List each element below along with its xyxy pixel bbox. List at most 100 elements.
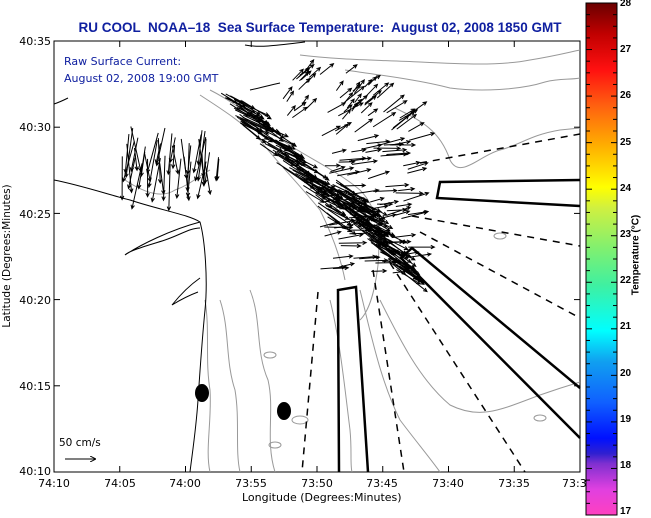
y-tick-label: 40:10 — [19, 465, 51, 478]
current-vector — [267, 143, 291, 158]
current-vector — [185, 143, 190, 193]
current-vector — [364, 78, 373, 88]
x-tick-label: 73:3 — [562, 477, 587, 490]
colorbar-tick-label: 28 — [620, 0, 632, 9]
current-vector — [233, 98, 262, 115]
current-vector — [376, 240, 394, 245]
current-vector — [372, 82, 390, 96]
current-vector — [370, 225, 396, 237]
current-vector — [320, 265, 347, 270]
current-vector — [286, 104, 296, 116]
current-vector — [194, 137, 207, 182]
current-vector — [353, 188, 380, 195]
current-vector — [360, 102, 373, 114]
contour-line — [329, 299, 353, 473]
current-vector — [324, 230, 342, 237]
current-vector — [352, 84, 362, 92]
current-vector — [338, 240, 368, 245]
current-vector — [145, 158, 150, 198]
colorbar-tick-label: 17 — [620, 506, 632, 517]
current-vector — [154, 143, 162, 165]
current-vector — [364, 95, 377, 106]
current-vector — [327, 216, 353, 233]
colorbar-tick-label: 19 — [620, 414, 632, 425]
current-vector — [292, 106, 308, 119]
colorbar-tick-label: 22 — [620, 275, 632, 286]
contour-line — [394, 107, 581, 168]
contour-line — [249, 289, 276, 473]
current-vector — [242, 124, 261, 140]
current-vector — [345, 190, 368, 205]
current-vector — [375, 260, 403, 265]
current-vector — [343, 104, 353, 113]
current-vector — [357, 134, 380, 142]
current-vector — [370, 196, 385, 203]
current-vector — [319, 63, 335, 75]
current-vector — [249, 122, 270, 132]
contour-line — [299, 49, 581, 65]
contour-line — [219, 299, 241, 473]
x-tick-label: 73:45 — [366, 477, 398, 490]
beam-outlines — [336, 178, 581, 473]
current-vector — [321, 125, 341, 137]
current-vector — [350, 227, 373, 233]
current-vector — [328, 189, 350, 194]
current-vector — [386, 100, 408, 114]
current-vector — [287, 157, 318, 179]
x-tick-label: 73:55 — [235, 477, 267, 490]
colorbar-ticks — [586, 2, 617, 516]
y-axis-label: Latitude (Degrees:Minutes) — [1, 184, 13, 328]
current-vector — [396, 113, 418, 130]
colorbar-tick-label: 20 — [620, 368, 632, 379]
radial-line — [411, 215, 581, 247]
current-vector — [299, 71, 310, 82]
current-vector — [373, 146, 402, 151]
current-vector — [286, 90, 295, 102]
beam-outline — [399, 246, 581, 439]
current-vector — [382, 258, 398, 264]
current-vector — [400, 250, 420, 256]
current-vector — [306, 97, 318, 109]
current-vector — [175, 158, 182, 200]
scale-label: 50 cm/s — [59, 437, 101, 449]
current-vector — [363, 209, 383, 214]
current-vector — [171, 145, 180, 175]
contour-line — [204, 299, 211, 473]
current-vector — [337, 170, 361, 177]
current-vector — [331, 148, 347, 154]
current-vector — [119, 156, 125, 201]
current-vector — [340, 183, 367, 188]
current-vector — [387, 206, 412, 216]
colorbar-tick-label: 23 — [620, 229, 632, 240]
coastline-shore — [53, 97, 69, 105]
contour-line — [379, 299, 581, 413]
current-vector — [126, 143, 134, 194]
current-vector — [373, 204, 390, 209]
x-tick-label: 73:50 — [301, 477, 333, 490]
current-vector — [282, 86, 293, 100]
y-tick-label: 40:35 — [19, 35, 51, 48]
current-vector — [366, 139, 391, 145]
x-tick-label: 73:35 — [498, 477, 530, 490]
y-tick-label: 40:30 — [19, 121, 51, 134]
current-vector — [146, 132, 159, 174]
current-vector — [359, 255, 381, 260]
current-vector — [289, 153, 319, 169]
current-vector — [407, 167, 428, 174]
current-vector — [407, 161, 429, 170]
y-tick-label: 40:25 — [19, 208, 51, 221]
current-vector — [343, 196, 365, 201]
current-vector — [361, 143, 383, 150]
current-vector — [377, 201, 394, 207]
contour-line — [344, 69, 581, 91]
x-axis-label: Longitude (Degrees:Minutes) — [242, 491, 402, 504]
current-vector — [315, 188, 341, 209]
current-vector — [233, 107, 269, 125]
current-vector — [352, 197, 388, 216]
current-vector — [408, 244, 436, 250]
current-vector — [171, 144, 176, 170]
current-vector — [127, 157, 136, 190]
current-vector — [348, 156, 373, 162]
current-vector — [303, 184, 327, 200]
current-vector — [382, 147, 408, 153]
